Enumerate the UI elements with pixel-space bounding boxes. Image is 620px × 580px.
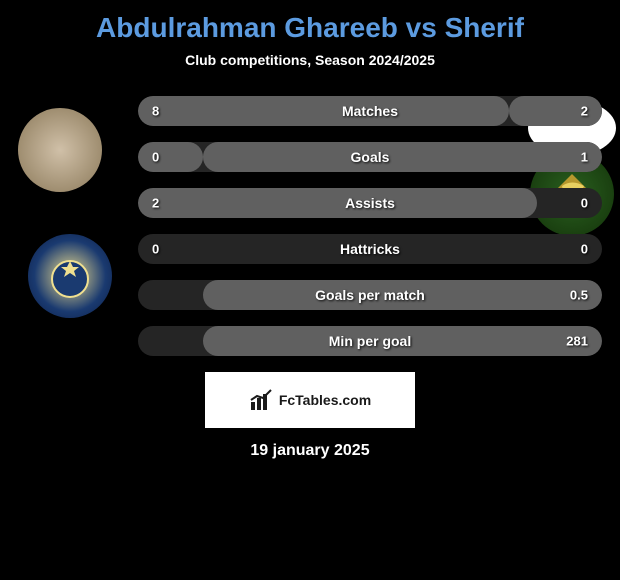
stat-row-assists: 2 Assists 0 bbox=[138, 188, 602, 218]
stat-row-goals: 0 Goals 1 bbox=[138, 142, 602, 172]
snapshot-date: 19 january 2025 bbox=[0, 442, 620, 460]
stat-value-left: 8 bbox=[152, 104, 159, 119]
stat-label: Min per goal bbox=[329, 333, 411, 349]
stat-label: Hattricks bbox=[340, 241, 400, 257]
stat-fill-right bbox=[203, 142, 602, 172]
comparison-subtitle: Club competitions, Season 2024/2025 bbox=[0, 52, 620, 68]
stat-value-right: 0 bbox=[581, 242, 588, 257]
stat-value-left: 0 bbox=[152, 150, 159, 165]
player-left-photo-icon bbox=[35, 125, 85, 175]
stat-fill-left bbox=[138, 96, 509, 126]
stat-value-left: 2 bbox=[152, 196, 159, 211]
stat-label: Matches bbox=[342, 103, 398, 119]
stat-value-right: 2 bbox=[581, 104, 588, 119]
stat-label: Goals per match bbox=[315, 287, 425, 303]
stat-row-hattricks: 0 Hattricks 0 bbox=[138, 234, 602, 264]
stat-fill-left bbox=[138, 188, 537, 218]
source-attribution: FcTables.com bbox=[205, 372, 415, 428]
stat-value-left: 0 bbox=[152, 242, 159, 257]
stat-value-right: 0.5 bbox=[570, 288, 588, 303]
stat-row-goals-per-match: Goals per match 0.5 bbox=[138, 280, 602, 310]
club-left-badge bbox=[28, 234, 112, 318]
comparison-title: Abdulrahman Ghareeb vs Sherif bbox=[0, 0, 620, 44]
stat-row-matches: 8 Matches 2 bbox=[138, 96, 602, 126]
stat-row-min-per-goal: Min per goal 281 bbox=[138, 326, 602, 356]
stat-fill-left bbox=[138, 142, 203, 172]
club-left-crest-icon bbox=[45, 251, 95, 301]
source-label: FcTables.com bbox=[279, 392, 371, 408]
stat-value-right: 0 bbox=[581, 196, 588, 211]
stat-value-right: 1 bbox=[581, 150, 588, 165]
player-left-avatar bbox=[18, 108, 102, 192]
chart-icon bbox=[249, 388, 273, 412]
stat-label: Assists bbox=[345, 195, 395, 211]
stat-value-right: 281 bbox=[566, 334, 588, 349]
content-region: 8 Matches 2 0 Goals 1 2 Assists 0 0 Hatt… bbox=[0, 96, 620, 460]
stat-label: Goals bbox=[351, 149, 390, 165]
stat-fill-right bbox=[509, 96, 602, 126]
